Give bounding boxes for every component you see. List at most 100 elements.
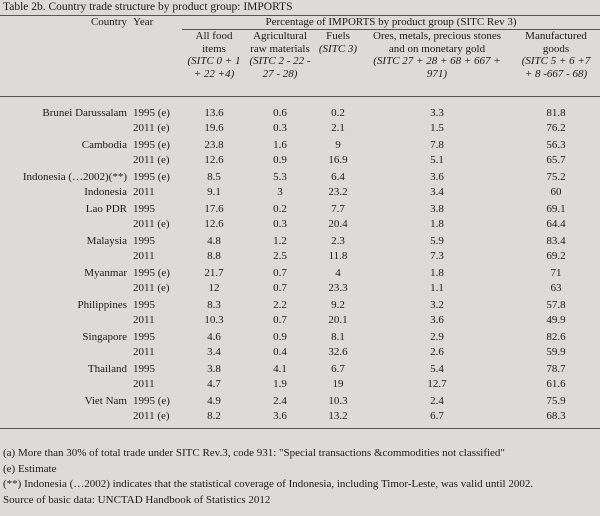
value-cell: 23.8	[204, 139, 224, 151]
value-cell: 60	[550, 186, 562, 198]
column-name-line: Fuels	[326, 30, 350, 42]
value-cell: 19	[332, 378, 344, 390]
value-cell: 57.8	[546, 299, 566, 311]
sitc-code-line: (SITC 5 + 6 +7	[521, 55, 591, 67]
value-cell: 8.8	[207, 250, 221, 262]
value-cell: 8.2	[207, 410, 221, 422]
country-cell: Brunei Darussalam	[42, 107, 127, 119]
table-row: Singapore 1995 4.6 0.9 8.1 2.9 82.6	[0, 328, 600, 345]
value-cell: 23.3	[328, 282, 348, 294]
footnotes: (a) More than 30% of total trade under S…	[3, 446, 598, 508]
year-cell: 1995	[133, 203, 155, 215]
year-cell: 2011 (e)	[133, 282, 170, 294]
country-cell: Indonesia	[84, 186, 127, 198]
value-cell: 32.6	[328, 346, 348, 358]
table-row: 2011 (e) 12.6 0.9 16.9 5.1 65.7	[0, 153, 600, 168]
sitc-code-line: 27 - 28)	[262, 67, 298, 80]
country-cell	[0, 281, 130, 296]
country-cell	[0, 153, 130, 168]
year-cell: 1995 (e)	[133, 267, 170, 279]
value-cell: 17.6	[204, 203, 224, 215]
group-header: Percentage of IMPORTS by product group (…	[182, 15, 600, 30]
year-header-blank	[130, 29, 182, 97]
country-cell	[0, 121, 130, 136]
value-cell: 2.9	[430, 331, 444, 343]
value-cell: 0.7	[273, 282, 287, 294]
country-cell: Malaysia	[86, 235, 127, 247]
value-cell: 1.8	[430, 218, 444, 230]
column-header: Fuels (SITC 3)	[314, 29, 362, 97]
sitc-code-line: (SITC 0 + 1	[187, 55, 241, 67]
table-row: Viet Nam 1995 (e) 4.9 2.4 10.3 2.4 75.9	[0, 392, 600, 409]
value-cell: 49.9	[546, 314, 566, 326]
column-name-line: and on monetary gold	[388, 42, 486, 55]
value-cell: 4.1	[273, 363, 287, 375]
value-cell: 4.8	[207, 235, 221, 247]
value-cell: 1.1	[430, 282, 444, 294]
country-cell: Indonesia (…2002)(**)	[22, 171, 127, 183]
value-cell: 12.6	[204, 154, 224, 166]
value-cell: 3.6	[273, 410, 287, 422]
table-row: Lao PDR 1995 17.6 0.2 7.7 3.8 69.1	[0, 200, 600, 217]
country-cell: Viet Nam	[84, 395, 127, 407]
table-row: Thailand 1995 3.8 4.1 6.7 5.4 78.7	[0, 360, 600, 377]
column-header: Manufactured goods (SITC 5 + 6 +7 + 8 -667 …	[512, 29, 600, 97]
country-header: Country	[0, 15, 130, 30]
column-name-line: Manufactured	[525, 30, 587, 42]
value-cell: 7.3	[430, 250, 444, 262]
sitc-code-line: + 8 -667 - 68)	[524, 67, 588, 80]
value-cell: 2.4	[273, 395, 287, 407]
value-cell: 12.6	[204, 218, 224, 230]
value-cell: 8.5	[207, 171, 221, 183]
spacer-row	[0, 97, 600, 105]
value-cell: 1.5	[430, 122, 444, 134]
year-cell: 2011 (e)	[133, 218, 170, 230]
value-cell: 3.3	[430, 107, 444, 119]
year-cell: 2011	[133, 378, 155, 390]
value-cell: 69.2	[546, 250, 566, 262]
sitc-code-line: (SITC 3)	[318, 42, 358, 55]
country-cell: Cambodia	[81, 139, 127, 151]
table-row: Myanmar 1995 (e) 21.7 0.7 4 1.8 71	[0, 264, 600, 281]
column-name-line: items	[202, 42, 226, 55]
value-cell: 1.2	[273, 235, 287, 247]
value-cell: 5.1	[430, 154, 444, 166]
value-cell: 0.9	[273, 154, 287, 166]
value-cell: 78.7	[546, 363, 566, 375]
value-cell: 5.3	[273, 171, 287, 183]
value-cell: 9	[335, 139, 341, 151]
table-row: 2011 8.8 2.5 11.8 7.3 69.2	[0, 249, 600, 264]
value-cell: 9.1	[207, 186, 221, 198]
value-cell: 1.9	[273, 378, 287, 390]
footnote: (a) More than 30% of total trade under S…	[3, 447, 505, 459]
value-cell: 59.9	[546, 346, 566, 358]
sitc-code-line: 971)	[426, 67, 448, 80]
value-cell: 2.3	[331, 235, 345, 247]
value-cell: 69.1	[546, 203, 566, 215]
value-cell: 6.4	[331, 171, 345, 183]
value-cell: 3.2	[430, 299, 444, 311]
value-cell: 2.1	[331, 122, 345, 134]
year-header: Year	[130, 15, 182, 30]
value-cell: 0.9	[273, 331, 287, 343]
value-cell: 76.2	[546, 122, 566, 134]
sitc-code-line: (SITC 2 - 22 -	[249, 55, 311, 67]
year-cell: 1995	[133, 331, 155, 343]
imports-table: Country Year Percentage of IMPORTS by pr…	[0, 15, 600, 429]
footnote: Source of basic data: UNCTAD Handbook of…	[3, 493, 271, 506]
country-cell	[0, 377, 130, 392]
value-cell: 1.8	[430, 267, 444, 279]
country-cell	[0, 313, 130, 328]
country-cell	[0, 345, 130, 360]
country-cell: Myanmar	[84, 267, 127, 279]
value-cell: 0.3	[273, 122, 287, 134]
value-cell: 8.1	[331, 331, 345, 343]
value-cell: 8.3	[207, 299, 221, 311]
value-cell: 0.6	[273, 107, 287, 119]
country-cell: Thailand	[87, 363, 127, 375]
value-cell: 12	[208, 282, 220, 294]
value-cell: 19.6	[204, 122, 224, 134]
year-cell: 1995 (e)	[133, 107, 170, 119]
column-name-line: All food	[195, 30, 233, 42]
table-row: Brunei Darussalam 1995 (e) 13.6 0.6 0.2 3.3 81…	[0, 104, 600, 121]
